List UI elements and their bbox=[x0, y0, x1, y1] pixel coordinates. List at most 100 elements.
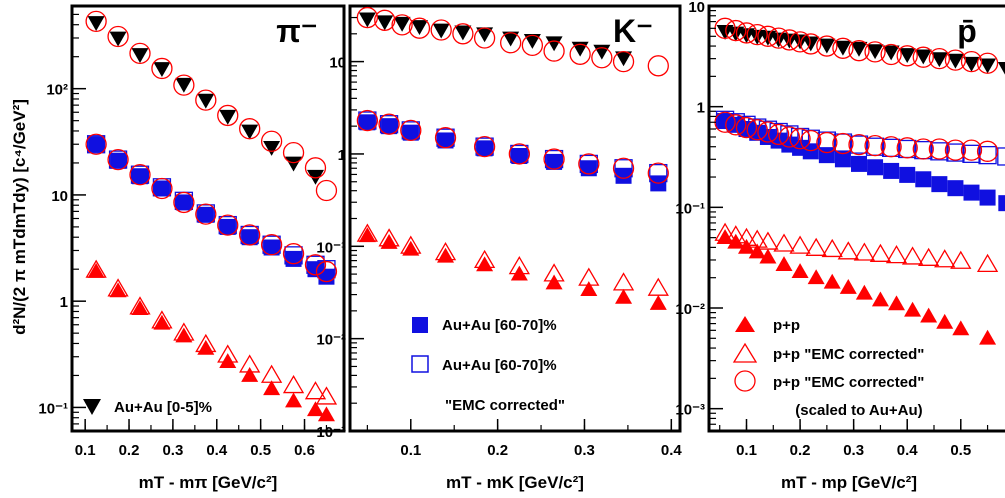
data-point-pp bbox=[952, 320, 970, 336]
data-point-pp-scaled-central bbox=[960, 51, 983, 73]
y-tick-label: 10⁻¹ bbox=[316, 239, 346, 256]
data-point-pp-emc bbox=[757, 231, 779, 250]
data-point-pp-scaled-peripheral bbox=[725, 114, 747, 136]
data-point-pp-scaled-peripheral bbox=[928, 138, 951, 160]
data-point-auau-peripheral bbox=[318, 268, 335, 285]
data-point-auau-peripheral bbox=[197, 206, 214, 223]
data-point-pp-scaled-peripheral bbox=[151, 177, 173, 200]
x-tick-label: 0.5 bbox=[950, 442, 971, 459]
data-point-pp-emc bbox=[473, 249, 496, 269]
data-point-pp-scaled-central bbox=[725, 19, 747, 42]
data-point-auau-peripheral bbox=[867, 159, 884, 176]
data-point-auau-peripheral bbox=[915, 171, 932, 188]
data-point-auau-central bbox=[219, 109, 237, 125]
y-tick-label: 10² bbox=[46, 82, 68, 99]
data-point-auau-peripheral bbox=[88, 136, 105, 153]
data-point-pp-scaled-central bbox=[912, 46, 934, 68]
axis-ticks: 0.1 0.2 0.3 0.4 0.5 0.6 10⁻¹ 1 10 10² bbox=[38, 13, 328, 459]
data-point-auau-peripheral-emc bbox=[218, 215, 237, 235]
y-tick-label: 10⁻² bbox=[316, 332, 346, 349]
data-marks bbox=[714, 17, 1005, 345]
data-point-pp-emc bbox=[976, 253, 999, 273]
data-point-auau-peripheral bbox=[437, 132, 454, 149]
data-point-pp-emc bbox=[260, 364, 283, 383]
data-point-pp-emc bbox=[282, 374, 305, 394]
data-point-auau-central bbox=[410, 20, 428, 35]
data-point-pp bbox=[823, 273, 841, 289]
data-point-auau-peripheral bbox=[546, 153, 563, 170]
data-point-pp-emc bbox=[129, 296, 151, 315]
data-point-auau-central bbox=[87, 16, 105, 31]
data-point-pp-scaled-central bbox=[647, 55, 669, 77]
data-point-auau-central bbox=[241, 124, 259, 140]
data-point-pp-scaled-peripheral bbox=[473, 135, 496, 158]
data-point-pp-scaled-peripheral bbox=[647, 162, 669, 184]
data-point-pp-scaled-central bbox=[151, 57, 173, 80]
panel-title: π⁻ bbox=[276, 13, 317, 49]
annotation: "EMC corrected" bbox=[445, 397, 565, 414]
data-point-auau-central bbox=[376, 15, 394, 31]
data-point-auau-peripheral bbox=[883, 162, 900, 179]
data-point-pp bbox=[716, 229, 734, 245]
data-point-auau-peripheral bbox=[615, 167, 632, 184]
data-point-auau-central bbox=[979, 58, 997, 74]
data-point-auau-peripheral-emc bbox=[130, 165, 150, 184]
x-tick-label: 0.4 bbox=[661, 442, 683, 459]
data-point-pp-emc bbox=[378, 228, 400, 247]
data-point-auau-peripheral-emc bbox=[86, 135, 106, 154]
data-point-pp-scaled-central bbox=[452, 23, 474, 45]
data-point-pp bbox=[936, 313, 954, 329]
data-point-auau-peripheral bbox=[285, 250, 302, 267]
data-point-pp-emc bbox=[805, 237, 827, 256]
data-point-auau-central bbox=[285, 156, 303, 172]
data-point-pp-scaled-central bbox=[569, 43, 591, 65]
data-point-auau-central bbox=[615, 51, 633, 67]
data-point-pp-scaled-central bbox=[107, 25, 129, 48]
data-point-pp-emc bbox=[934, 249, 956, 268]
data-marks bbox=[356, 6, 669, 310]
data-point-pp-scaled-peripheral bbox=[260, 234, 283, 256]
data-point-auau-central bbox=[882, 45, 900, 61]
data-point-pp-scaled-central bbox=[85, 10, 107, 33]
data-point-pp bbox=[241, 366, 259, 382]
data-point-auau-peripheral-emc bbox=[436, 128, 455, 147]
data-point-pp-scaled-central bbox=[735, 22, 758, 44]
panel-title: K⁻ bbox=[613, 13, 653, 49]
data-point-pp-scaled-peripheral bbox=[356, 109, 379, 132]
data-point-auau-peripheral bbox=[947, 180, 964, 197]
data-point-auau-peripheral-emc bbox=[726, 113, 745, 132]
data-point-pp-scaled-peripheral bbox=[195, 203, 217, 225]
data-point-auau-peripheral bbox=[402, 124, 419, 141]
data-point-auau-peripheral-emc bbox=[769, 122, 788, 142]
data-point-pp-scaled-central bbox=[260, 130, 283, 152]
y-tick-label: 10⁻¹ bbox=[38, 400, 68, 417]
data-point-auau-peripheral bbox=[381, 118, 398, 135]
data-point-auau-central bbox=[476, 27, 494, 43]
data-point-pp-scaled-peripheral bbox=[612, 157, 635, 179]
data-point-pp-emc bbox=[173, 322, 195, 341]
data-point-pp-scaled-peripheral bbox=[107, 148, 129, 171]
data-point-pp-emc bbox=[578, 267, 600, 286]
y-tick-label: 10⁻³ bbox=[316, 424, 346, 441]
x-tick-label: 0.4 bbox=[897, 442, 919, 459]
data-point-pp-scaled-peripheral bbox=[735, 116, 758, 139]
legend-label: p+p bbox=[773, 317, 800, 334]
x-tick-label: 0.2 bbox=[487, 442, 508, 459]
data-point-pp bbox=[219, 353, 237, 368]
legend-marker-auau-peripheral-emc bbox=[411, 355, 429, 373]
data-point-pp-scaled-peripheral bbox=[832, 132, 854, 155]
data-point-pp-scaled-peripheral bbox=[912, 138, 934, 160]
x-tick-label: 0.4 bbox=[206, 442, 228, 459]
data-point-auau-peripheral bbox=[241, 229, 258, 246]
legend: Au+Au [60-70]% Au+Au [60-70]% "EMC corre… bbox=[411, 317, 565, 414]
data-point-auau-central bbox=[432, 23, 450, 39]
data-point-pp-scaled-peripheral bbox=[778, 126, 801, 148]
data-point-pp bbox=[317, 406, 335, 422]
data-point-pp-scaled-central bbox=[832, 37, 854, 59]
legend-label: Au+Au [60-70]% bbox=[442, 317, 557, 334]
data-point-auau-peripheral bbox=[931, 176, 948, 193]
data-point-auau-peripheral-emc bbox=[978, 145, 997, 165]
data-point-pp-scaled-peripheral bbox=[896, 137, 918, 159]
data-marks bbox=[85, 10, 338, 422]
data-point-pp-emc bbox=[508, 255, 530, 275]
